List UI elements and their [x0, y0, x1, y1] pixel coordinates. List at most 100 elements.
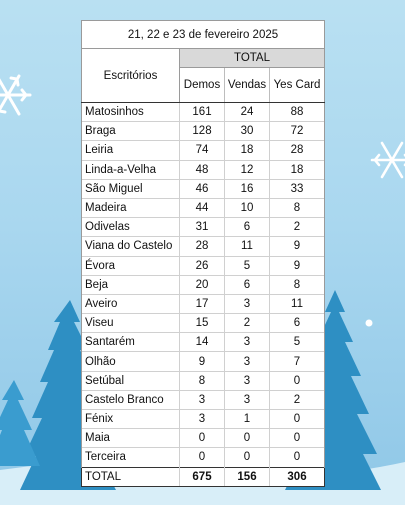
office-name: São Miguel [81, 178, 180, 199]
column-header-yes-card: Yes Card [268, 67, 326, 103]
total-row: TOTAL 675 156 306 [81, 466, 326, 487]
cell-yes-card: 33 [268, 178, 326, 199]
cell-yes-card: 5 [268, 332, 326, 352]
cell-yes-card: 0 [268, 370, 326, 391]
cell-yes-card: 8 [268, 197, 326, 218]
cell-yes-card: 7 [268, 351, 326, 372]
cell-yes-card: 2 [268, 217, 326, 237]
cell-vendas: 10 [224, 197, 270, 218]
office-name: Fénix [81, 408, 180, 429]
office-name: Terceira [81, 447, 180, 468]
cell-vendas: 3 [224, 370, 270, 391]
cell-vendas: 24 [224, 101, 270, 122]
office-name: Santarém [81, 332, 180, 352]
total-vendas: 156 [224, 466, 270, 487]
office-name: Évora [81, 255, 180, 276]
total-yes-card: 306 [268, 466, 326, 487]
cell-yes-card: 6 [268, 313, 326, 333]
table-row: Maia 0 0 0 [81, 428, 326, 448]
column-header-vendas: Vendas [224, 67, 270, 103]
table-row: Odivelas 31 6 2 [81, 217, 326, 237]
cell-demos: 128 [179, 121, 225, 141]
cell-demos: 9 [179, 351, 225, 372]
table-row: Linda-a-Velha 48 12 18 [81, 159, 326, 180]
cell-demos: 17 [179, 293, 225, 314]
total-label: TOTAL [81, 466, 180, 487]
office-name: Braga [81, 121, 180, 141]
table-row: Viana do Castelo 28 11 9 [81, 236, 326, 256]
table-row: Leiria 74 18 28 [81, 140, 326, 161]
cell-yes-card: 88 [268, 101, 326, 122]
cell-vendas: 3 [224, 351, 270, 372]
office-name: Maia [81, 428, 180, 448]
table-row: Évora 26 5 9 [81, 255, 326, 276]
cell-yes-card: 11 [268, 293, 326, 314]
cell-yes-card: 18 [268, 159, 326, 180]
pine-tree-icon [0, 380, 40, 466]
cell-yes-card: 9 [268, 255, 326, 276]
table-body: Matosinhos 161 24 88 Braga 128 30 72 Leiria 74 18 2… [81, 101, 326, 468]
cell-yes-card: 0 [268, 408, 326, 429]
cell-vendas: 3 [224, 293, 270, 314]
cell-demos: 161 [179, 101, 225, 122]
total-demos: 675 [179, 466, 225, 487]
table-row: Olhão 9 3 7 [81, 351, 326, 372]
cell-demos: 15 [179, 313, 225, 333]
snow-dot [365, 319, 373, 327]
table-row: Viseu 15 2 6 [81, 313, 326, 333]
cell-demos: 74 [179, 140, 225, 161]
office-name: Madeira [81, 197, 180, 218]
cell-vendas: 1 [224, 408, 270, 429]
office-name: Olhão [81, 351, 180, 372]
cell-vendas: 2 [224, 313, 270, 333]
cell-demos: 14 [179, 332, 225, 352]
cell-vendas: 12 [224, 159, 270, 180]
cell-demos: 46 [179, 178, 225, 199]
office-name: Odivelas [81, 217, 180, 237]
cell-vendas: 0 [224, 447, 270, 468]
cell-demos: 20 [179, 274, 225, 295]
cell-vendas: 3 [224, 389, 270, 410]
cell-yes-card: 0 [268, 428, 326, 448]
cell-yes-card: 2 [268, 389, 326, 410]
table-row: Braga 128 30 72 [81, 121, 326, 141]
cell-demos: 31 [179, 217, 225, 237]
cell-yes-card: 9 [268, 236, 326, 256]
sales-table-container: 21, 22 e 23 de fevereiro 2025 Escritório… [80, 20, 326, 487]
office-name: Viseu [81, 313, 180, 333]
table-row: Matosinhos 161 24 88 [81, 101, 326, 122]
cell-vendas: 0 [224, 428, 270, 448]
cell-demos: 3 [179, 408, 225, 429]
cell-yes-card: 28 [268, 140, 326, 161]
table-row: Terceira 0 0 0 [81, 447, 326, 468]
office-name: Leiria [81, 140, 180, 161]
cell-vendas: 6 [224, 217, 270, 237]
total-group-header: TOTAL [178, 48, 326, 68]
office-name: Linda-a-Velha [81, 159, 180, 180]
cell-vendas: 3 [224, 332, 270, 352]
cell-demos: 44 [179, 197, 225, 218]
snowflake-icon [370, 141, 405, 179]
table-row: Setúbal 8 3 0 [81, 370, 326, 391]
cell-demos: 48 [179, 159, 225, 180]
cell-vendas: 5 [224, 255, 270, 276]
table-row: Santarém 14 3 5 [81, 332, 326, 352]
snowflake-icon [0, 74, 32, 116]
cell-demos: 8 [179, 370, 225, 391]
cell-demos: 0 [179, 447, 225, 468]
table-row: São Miguel 46 16 33 [81, 178, 326, 199]
cell-vendas: 30 [224, 121, 270, 141]
cell-vendas: 11 [224, 236, 270, 256]
table-title: 21, 22 e 23 de fevereiro 2025 [80, 20, 326, 49]
table-row: Fénix 3 1 0 [81, 408, 326, 429]
column-header-demos: Demos [179, 67, 225, 103]
cell-demos: 0 [179, 428, 225, 448]
table-row: Madeira 44 10 8 [81, 197, 326, 218]
cell-demos: 26 [179, 255, 225, 276]
table-row: Castelo Branco 3 3 2 [81, 389, 326, 410]
office-name: Aveiro [81, 293, 180, 314]
office-name: Castelo Branco [81, 389, 180, 410]
table-row: Aveiro 17 3 11 [81, 293, 326, 314]
office-name: Matosinhos [81, 101, 180, 122]
offices-column-header: Escritórios [81, 48, 180, 103]
